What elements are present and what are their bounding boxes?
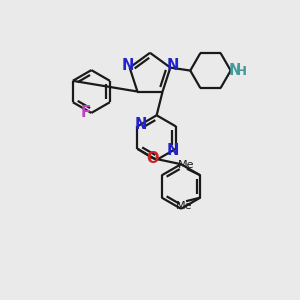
Text: N: N xyxy=(122,58,134,73)
Text: Me: Me xyxy=(178,160,194,170)
Text: N: N xyxy=(135,117,147,132)
Text: F: F xyxy=(81,105,91,120)
Text: H: H xyxy=(236,65,247,78)
Text: N: N xyxy=(166,58,178,73)
Text: Me: Me xyxy=(176,201,193,211)
Text: O: O xyxy=(146,151,159,166)
Text: N: N xyxy=(166,143,178,158)
Text: N: N xyxy=(228,63,241,78)
